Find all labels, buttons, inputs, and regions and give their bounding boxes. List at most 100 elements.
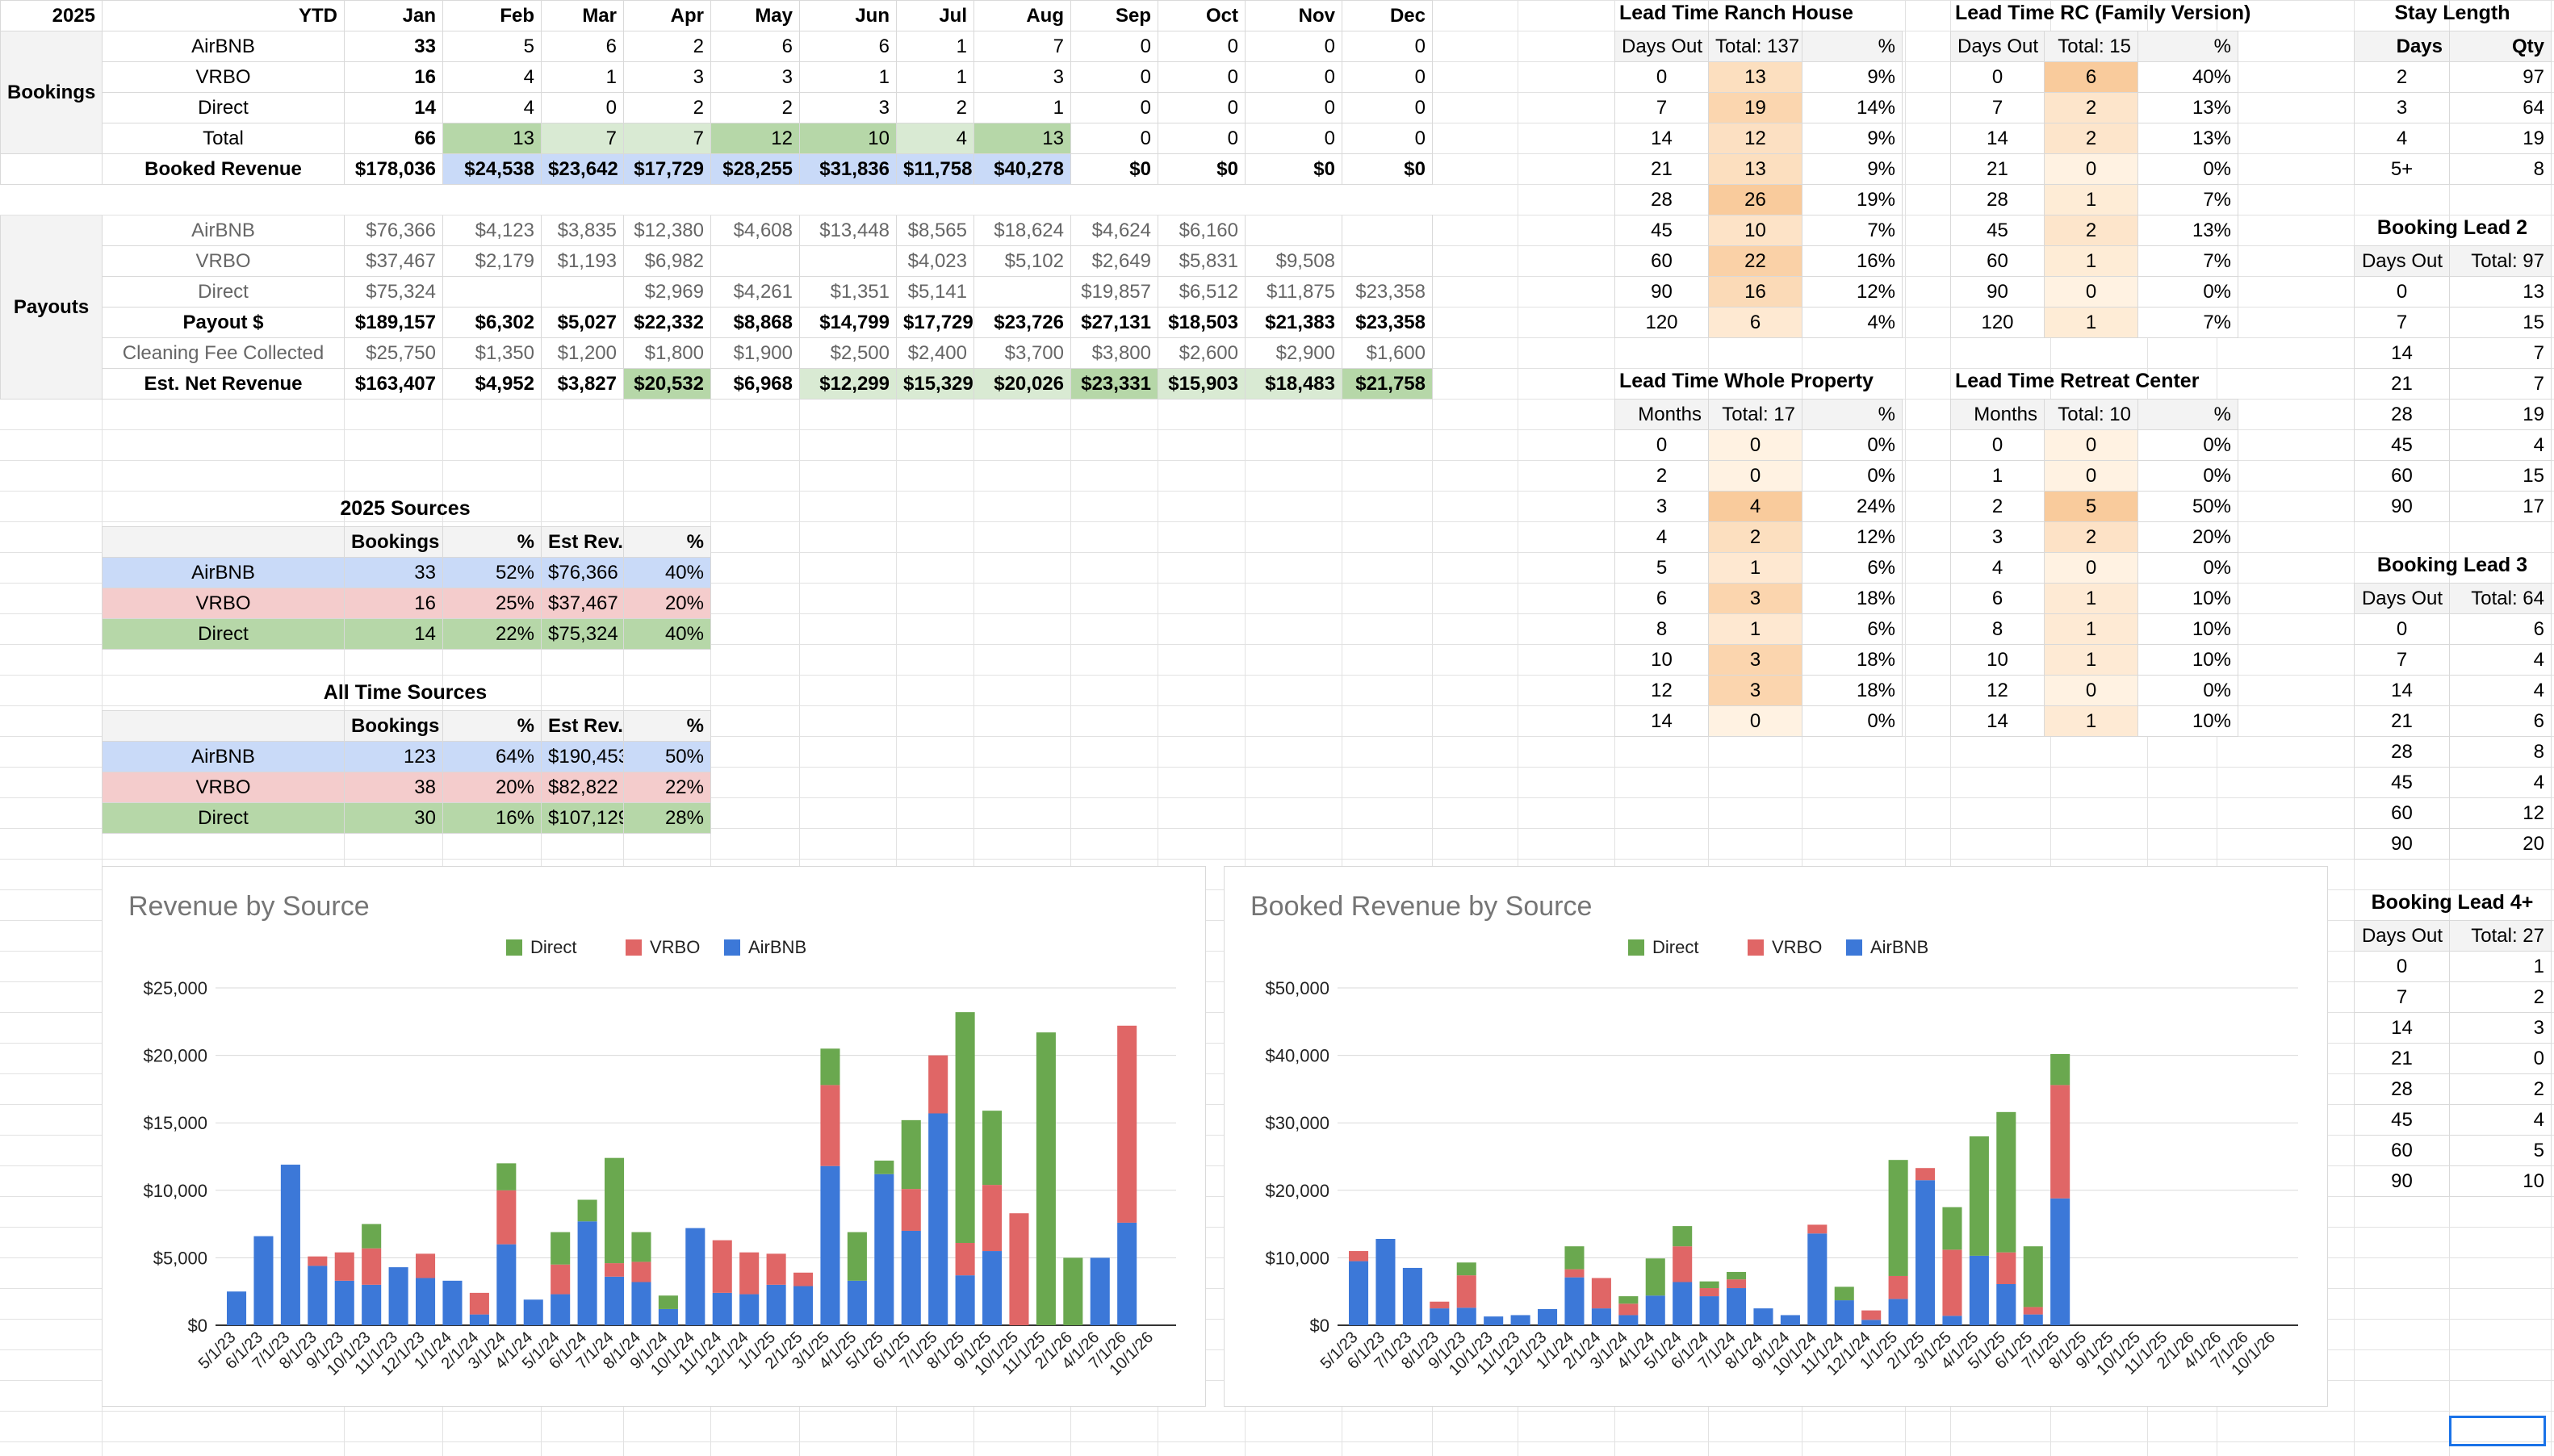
month-cell[interactable]: $1,900 — [710, 337, 800, 369]
spacer-cell[interactable] — [973, 184, 1071, 215]
lead-cell[interactable]: 7 — [1950, 92, 2045, 123]
header-col[interactable]: Est Rev. — [541, 710, 624, 742]
header-col[interactable]: Total: 64 — [2449, 583, 2552, 614]
row-label[interactable]: Total — [102, 123, 345, 154]
month-cell[interactable]: $0 — [1158, 153, 1246, 185]
lead-cell[interactable]: 16 — [1708, 276, 1802, 308]
lead-cell[interactable]: 2 — [2044, 215, 2138, 246]
lead-cell[interactable]: 0 — [1950, 429, 2045, 461]
month-cell[interactable]: $12,299 — [799, 368, 897, 400]
lead-cell[interactable]: 2 — [2044, 123, 2138, 154]
lead-cell[interactable]: 3 — [1708, 675, 1802, 706]
lead-cell[interactable]: 45 — [2354, 1104, 2450, 1136]
selected-cell[interactable] — [2449, 1416, 2546, 1446]
month-cell[interactable]: $13,448 — [799, 215, 897, 246]
source-cell[interactable]: 22% — [623, 772, 711, 803]
ytd-cell[interactable]: $76,366 — [344, 215, 443, 246]
lead-cell[interactable]: 9% — [1802, 123, 1903, 154]
source-cell[interactable]: $37,467 — [541, 588, 624, 619]
month-cell[interactable]: 4 — [896, 123, 974, 154]
month-cell[interactable]: 1 — [973, 92, 1071, 123]
lead-cell[interactable]: 0 — [2044, 675, 2138, 706]
lead-cell[interactable]: 10% — [2137, 644, 2238, 676]
source-cell[interactable]: Direct — [102, 802, 345, 834]
header-col[interactable]: Feb — [442, 0, 542, 31]
source-cell[interactable]: $107,129 — [541, 802, 624, 834]
lead-cell[interactable]: 2 — [1614, 460, 1709, 492]
lead-cell[interactable]: 3 — [2354, 92, 2450, 123]
spacer-cell[interactable] — [896, 184, 974, 215]
month-cell[interactable]: 12 — [710, 123, 800, 154]
month-cell[interactable]: 0 — [1070, 92, 1158, 123]
spacer-cell[interactable] — [0, 184, 103, 215]
lead-cell[interactable]: 20 — [2449, 828, 2552, 860]
lead-cell[interactable]: 7 — [2449, 337, 2552, 369]
lead-cell[interactable]: 4 — [2449, 1104, 2552, 1136]
month-cell[interactable]: $14,799 — [799, 307, 897, 338]
ytd-cell[interactable]: 33 — [344, 31, 443, 62]
lead-cell[interactable]: 12 — [1950, 675, 2045, 706]
header-col[interactable]: % — [623, 710, 711, 742]
month-cell[interactable]: $4,608 — [710, 215, 800, 246]
source-cell[interactable]: 14 — [344, 618, 443, 650]
lead-cell[interactable]: 0% — [2137, 276, 2238, 308]
header-col[interactable]: Days Out — [1950, 31, 2045, 62]
source-cell[interactable]: 38 — [344, 772, 443, 803]
lead-cell[interactable]: 13 — [1708, 61, 1802, 93]
lead-cell[interactable]: 5+ — [2354, 153, 2450, 185]
month-cell[interactable]: $0 — [1342, 153, 1433, 185]
lead-cell[interactable]: 28 — [1614, 184, 1709, 215]
month-cell[interactable]: 7 — [541, 123, 624, 154]
lead-cell[interactable]: 26 — [1708, 184, 1802, 215]
lead-cell[interactable]: 4 — [2449, 675, 2552, 706]
month-cell[interactable]: 0 — [1070, 61, 1158, 93]
month-cell[interactable]: $15,329 — [896, 368, 974, 400]
lead-cell[interactable]: 2 — [2044, 521, 2138, 553]
month-cell[interactable]: $23,331 — [1070, 368, 1158, 400]
month-cell[interactable]: $23,358 — [1342, 307, 1433, 338]
month-cell[interactable]: $17,729 — [623, 153, 711, 185]
source-cell[interactable]: 40% — [623, 557, 711, 588]
month-cell[interactable] — [973, 276, 1071, 308]
month-cell[interactable]: $23,642 — [541, 153, 624, 185]
lead-cell[interactable]: 12% — [1802, 521, 1903, 553]
lead-cell[interactable]: 4 — [1614, 521, 1709, 553]
lead-cell[interactable]: 28 — [2354, 399, 2450, 430]
lead-cell[interactable]: 1 — [1708, 552, 1802, 584]
lead-cell[interactable]: 0 — [2044, 460, 2138, 492]
month-cell[interactable]: $12,380 — [623, 215, 711, 246]
lead-cell[interactable]: 0 — [2354, 951, 2450, 982]
month-cell[interactable]: $24,538 — [442, 153, 542, 185]
month-cell[interactable]: $4,123 — [442, 215, 542, 246]
month-cell[interactable]: $20,026 — [973, 368, 1071, 400]
month-cell[interactable]: $6,512 — [1158, 276, 1246, 308]
month-cell[interactable]: $2,400 — [896, 337, 974, 369]
header-col[interactable]: Days Out — [2354, 920, 2450, 952]
lead-cell[interactable]: 8 — [1950, 613, 2045, 645]
lead-cell[interactable]: 14% — [1802, 92, 1903, 123]
month-cell[interactable]: $9,508 — [1245, 245, 1342, 277]
month-cell[interactable] — [799, 245, 897, 277]
lead-cell[interactable]: 0% — [2137, 153, 2238, 185]
header-col[interactable]: Total: 10 — [2044, 399, 2138, 430]
month-cell[interactable] — [1342, 215, 1433, 246]
lead-cell[interactable]: 50% — [2137, 491, 2238, 522]
month-cell[interactable]: $23,358 — [1342, 276, 1433, 308]
spacer-cell[interactable] — [710, 184, 800, 215]
month-cell[interactable]: 2 — [623, 31, 711, 62]
lead-cell[interactable]: 28 — [1950, 184, 2045, 215]
lead-cell[interactable]: 7% — [1802, 215, 1903, 246]
month-cell[interactable]: $18,624 — [973, 215, 1071, 246]
month-cell[interactable]: 0 — [1070, 123, 1158, 154]
lead-cell[interactable]: 1 — [2044, 644, 2138, 676]
month-cell[interactable] — [1245, 215, 1342, 246]
month-cell[interactable]: $28,255 — [710, 153, 800, 185]
month-cell[interactable]: 6 — [710, 31, 800, 62]
header-year[interactable]: 2025 — [0, 0, 103, 31]
header-col[interactable]: Nov — [1245, 0, 1342, 31]
source-cell[interactable]: 33 — [344, 557, 443, 588]
month-cell[interactable]: 3 — [623, 61, 711, 93]
month-cell[interactable]: 7 — [623, 123, 711, 154]
month-cell[interactable]: $8,565 — [896, 215, 974, 246]
month-cell[interactable]: 2 — [710, 92, 800, 123]
